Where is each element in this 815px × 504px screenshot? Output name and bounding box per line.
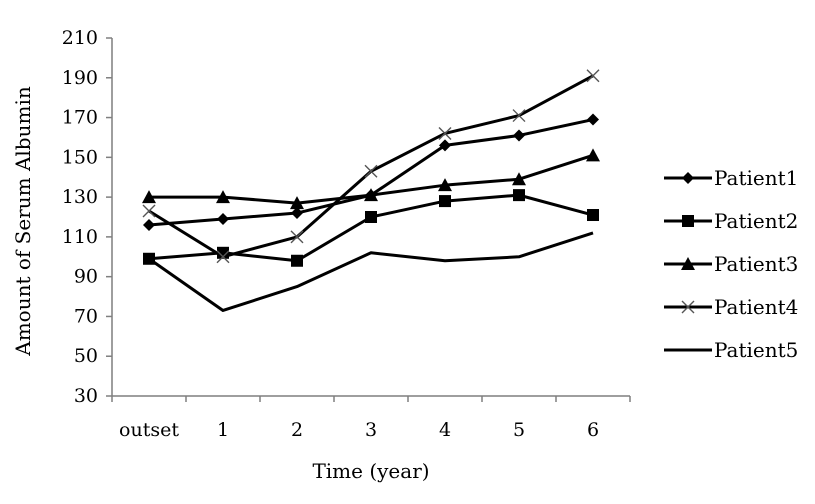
legend-item-patient4: Patient4: [664, 295, 798, 319]
legend-label: Patient1: [714, 166, 798, 190]
data-point: [364, 188, 378, 202]
data-point: [438, 126, 452, 140]
data-point: [513, 129, 525, 142]
y-tick-label: 210: [62, 27, 98, 49]
data-point: [142, 204, 156, 218]
data-point: [512, 172, 526, 186]
series-patient3: [142, 148, 600, 210]
data-point: [587, 113, 599, 126]
data-point: [586, 69, 600, 83]
y-tick-label: 70: [74, 305, 98, 327]
data-point: [439, 195, 451, 208]
data-point: [291, 207, 303, 220]
x-tick-label: 1: [217, 419, 229, 441]
legend-label: Patient4: [714, 295, 798, 319]
series-line: [148, 231, 594, 312]
y-axis-title: Amount of Serum Albumin: [11, 86, 35, 357]
y-tick-label: 90: [74, 266, 98, 288]
data-point: [290, 230, 304, 244]
data-point: [216, 190, 230, 204]
y-axis: [106, 37, 113, 397]
data-point: [512, 109, 526, 123]
data-point: [513, 189, 525, 202]
x-tick-label: outset: [119, 419, 179, 441]
y-tick-label: 150: [62, 146, 98, 168]
legend-label: Patient2: [714, 209, 798, 233]
series-patient2: [143, 189, 599, 267]
legend-label: Patient5: [714, 338, 798, 362]
y-tick-label: 190: [62, 67, 98, 89]
x-tick-labels: outset 1 2 3 4 5 6: [119, 419, 599, 441]
series-line: [148, 74, 594, 259]
data-point: [586, 148, 600, 162]
y-tick-labels: 210 190 170 150 130 110 90 70 50 30: [62, 27, 98, 407]
x-axis: [111, 395, 631, 402]
legend-marker: [682, 215, 694, 227]
data-point: [217, 212, 229, 225]
legend-item-patient3: Patient3: [664, 252, 798, 276]
x-tick-label: 3: [365, 419, 377, 441]
y-tick-label: 30: [74, 385, 98, 407]
data-point: [365, 211, 377, 223]
legend-label: Patient3: [714, 252, 798, 276]
y-tick-label: 130: [62, 186, 98, 208]
data-point: [291, 254, 303, 267]
legend: Patient1 Patient2 Patient3 Patient4 Patient5: [664, 166, 798, 362]
series-layer: [142, 69, 600, 312]
y-tick-label: 110: [62, 226, 98, 248]
data-point: [216, 250, 230, 264]
x-tick-label: 4: [439, 419, 451, 441]
x-axis-title: Time (year): [312, 459, 429, 483]
x-tick-label: 6: [587, 419, 599, 441]
x-tick-label: 2: [291, 419, 303, 441]
legend-marker: [681, 300, 695, 314]
data-point: [439, 139, 451, 152]
data-point: [143, 218, 155, 231]
y-tick-label: 170: [62, 107, 98, 129]
x-tick-label: 5: [513, 419, 525, 441]
legend-item-patient5: Patient5: [664, 338, 798, 362]
data-point: [587, 209, 599, 222]
series-patient5: [148, 231, 594, 312]
legend-marker: [681, 257, 695, 270]
data-point: [142, 190, 156, 204]
series-patient4: [142, 69, 600, 264]
y-tick-label: 50: [74, 345, 98, 367]
data-point: [290, 196, 304, 210]
legend-item-patient1: Patient1: [664, 166, 798, 190]
data-point: [438, 178, 452, 192]
data-point: [364, 164, 378, 178]
data-point: [217, 246, 229, 259]
legend-marker: [682, 172, 694, 184]
legend-item-patient2: Patient2: [664, 209, 798, 233]
